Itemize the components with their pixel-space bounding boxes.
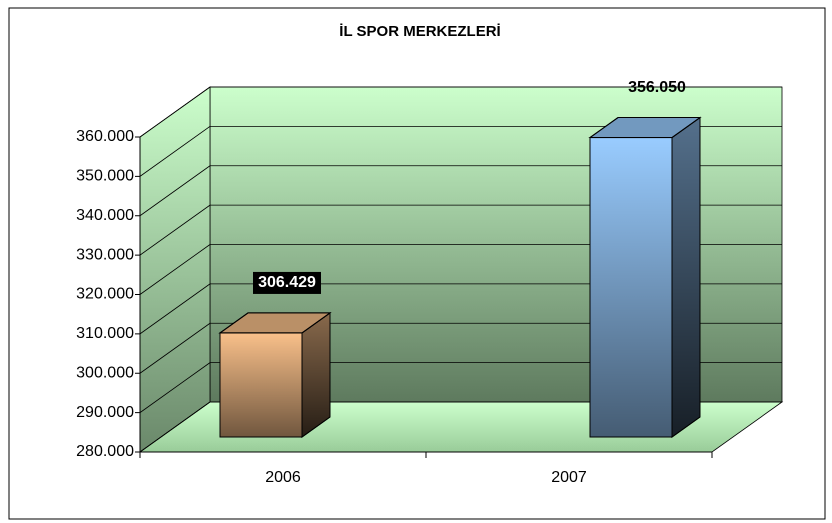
y-tick-label: 350.000 — [76, 168, 134, 185]
bar-side-shade — [301, 311, 331, 438]
grid-line — [139, 322, 211, 374]
x-tick-label: 2007 — [551, 469, 587, 486]
y-tick-label: 280.000 — [76, 443, 134, 460]
x-tick-label: 2006 — [265, 469, 301, 486]
data-label: 356.050 — [628, 79, 686, 96]
grid-line — [139, 204, 211, 256]
bar — [588, 116, 702, 438]
bar-side-shade — [671, 116, 701, 438]
bar-top-shade — [218, 312, 332, 334]
grid-line — [139, 401, 211, 453]
bar — [218, 311, 332, 438]
bar-top-shade — [588, 117, 702, 139]
y-tick-label: 320.000 — [76, 286, 134, 303]
y-tick-label: 330.000 — [76, 246, 134, 263]
grid-line — [139, 244, 211, 295]
grid-line — [139, 362, 211, 413]
grid-line — [139, 126, 211, 177]
y-tick-label: 360.000 — [76, 128, 134, 145]
bar-front-shade — [589, 137, 673, 438]
y-tick-label: 290.000 — [76, 404, 134, 421]
y-tick-label: 310.000 — [76, 325, 134, 342]
data-label-box — [253, 271, 321, 294]
data-label: 306.429 — [258, 274, 316, 291]
grid-line — [139, 86, 211, 138]
y-tick-label: 340.000 — [76, 207, 134, 224]
grid-line — [139, 283, 211, 335]
bar-front-shade — [219, 332, 303, 438]
y-tick-label: 300.000 — [76, 364, 134, 381]
grid-line — [139, 165, 211, 217]
chart-title: İL SPOR MERKEZLERİ — [339, 23, 500, 40]
